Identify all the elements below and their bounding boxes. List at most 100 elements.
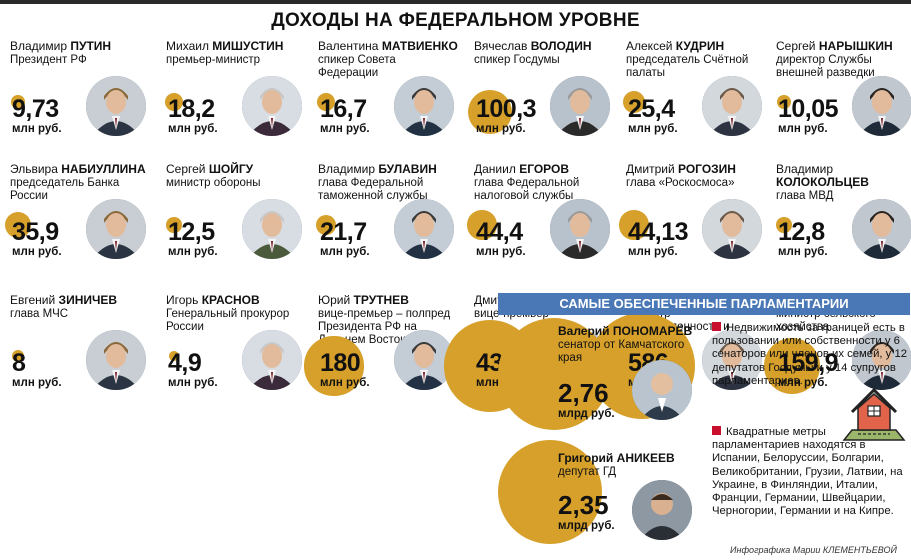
person-role: глава МЧС <box>10 308 69 320</box>
income-unit: млн руб. <box>320 123 370 135</box>
first-name: Сергей <box>166 162 206 176</box>
official-card: Сергей ШОЙГУ министр обороны 12,5 млн ру… <box>166 163 316 298</box>
income-bubble <box>622 90 646 114</box>
income-unit: млн руб. <box>476 123 526 135</box>
income-amount: 4,9 <box>168 349 202 377</box>
income-amount: 44,4 <box>476 218 523 246</box>
person-name: Сергей НАРЫШКИН <box>776 40 893 53</box>
last-name: КОЛОКОЛЬЦЕВ <box>776 175 869 189</box>
mp-role: депутат ГД <box>558 466 617 478</box>
income-amount: 18,2 <box>168 95 215 123</box>
person-name: Валентина МАТВИЕНКО <box>318 40 458 53</box>
person-name: Владимир БУЛАВИН <box>318 163 437 176</box>
income-amount: 35,9 <box>12 218 59 246</box>
first-name: Игорь <box>166 293 199 307</box>
avatar <box>550 199 610 259</box>
last-name: НАРЫШКИН <box>818 39 893 53</box>
last-name: ТРУТНЕВ <box>353 293 409 307</box>
avatar <box>394 199 454 259</box>
income-bubble <box>304 336 364 396</box>
last-name: КУДРИН <box>675 39 725 53</box>
mp-name: Григорий АНИКЕЕВ <box>558 451 675 465</box>
note-countries: Квадратные метры парламентариев находятс… <box>712 426 903 518</box>
official-card: Владимир БУЛАВИН глава Федеральной тамож… <box>315 163 468 298</box>
income-bubble <box>467 210 497 240</box>
person-name: Эльвира НАБИУЛЛИНА <box>10 163 146 176</box>
income-bubble <box>164 92 184 112</box>
first-name: Алексей <box>626 39 673 53</box>
official-card: Владимир КОЛОКОЛЬЦЕВ глава МВД 12,8 млн р… <box>776 163 911 298</box>
person-role: председатель Счётной палаты <box>626 54 749 79</box>
mp-role: сенатор от Камчатского края <box>558 339 685 364</box>
mp-income-bubble <box>498 318 610 430</box>
bullet-square-icon <box>712 322 721 331</box>
mp-name: Валерий ПОНОМАРЁВ <box>558 324 693 338</box>
person-role: глава «Роскосмоса» <box>626 177 735 189</box>
person-name: Юрий ТРУТНЕВ <box>318 294 409 307</box>
official-card: Юрий ТРУТНЕВ вице-премьер – полпред През… <box>304 294 468 429</box>
avatar <box>632 360 692 420</box>
income-unit: млн руб. <box>168 377 218 389</box>
income-amount: 25,4 <box>628 95 675 123</box>
avatar <box>852 76 911 136</box>
income-unit: млн руб. <box>778 377 828 389</box>
last-name: ПУТИН <box>70 39 112 53</box>
first-name: Владимир <box>318 162 376 176</box>
official-card: Евгений ЗИНИЧЕВ глава МЧС 8 млн руб. <box>10 294 160 429</box>
first-name: Вячеслав <box>474 39 528 53</box>
official-card: Валентина МАТВИЕНКО спикер Совета Федера… <box>317 40 468 175</box>
income-unit: млн руб. <box>320 377 370 389</box>
income-bubble <box>315 214 337 236</box>
parliament-banner: САМЫЕ ОБЕСПЕЧЕННЫЕ ПАРЛАМЕНТАРИИ <box>498 293 910 315</box>
income-unit: млн руб. <box>12 377 62 389</box>
avatar <box>242 76 302 136</box>
income-bubble <box>166 217 182 233</box>
income-bubble <box>777 95 791 109</box>
first-name: Юрий <box>318 293 351 307</box>
income-unit: млн руб. <box>778 123 828 135</box>
person-role: спикер Госдумы <box>474 54 560 66</box>
first-name: Валентина <box>318 39 379 53</box>
first-name: Эльвира <box>10 162 58 176</box>
mp-amount: 2,76 <box>558 378 609 408</box>
person-name: Дмитрий РОГОЗИН <box>626 163 736 176</box>
income-unit: млн руб. <box>168 123 218 135</box>
last-name: НАБИУЛЛИНА <box>61 162 146 176</box>
income-unit: млн руб. <box>320 246 370 258</box>
avatar <box>86 199 146 259</box>
mp-unit: млрд руб. <box>558 520 615 532</box>
income-amount: 21,7 <box>320 218 367 246</box>
income-unit: млн руб. <box>12 123 62 135</box>
person-name: Сергей ШОЙГУ <box>166 163 253 176</box>
person-name: Владимир КОЛОКОЛЬЦЕВ <box>776 163 869 189</box>
mp-amount: 2,35 <box>558 490 609 520</box>
income-amount: 100,3 <box>476 95 537 123</box>
mp-unit: млрд руб. <box>558 408 615 420</box>
last-name: ВОЛОДИН <box>530 39 592 53</box>
mp-income-bubble <box>498 440 602 544</box>
income-bubble <box>317 93 335 111</box>
official-card: Вячеслав ВОЛОДИН спикер Госдумы 100,3 мл… <box>467 39 624 175</box>
avatar <box>702 76 762 136</box>
avatar <box>86 76 146 136</box>
avatar <box>632 480 692 540</box>
income-bubble <box>776 217 792 233</box>
avatar <box>242 330 302 390</box>
official-card: Сергей НАРЫШКИН директор Службы внешней … <box>776 40 911 175</box>
last-name: РОГОЗИН <box>678 162 736 176</box>
avatar <box>852 199 911 259</box>
income-amount: 8 <box>12 349 26 377</box>
avatar <box>550 76 610 136</box>
person-name: Евгений ЗИНИЧЕВ <box>10 294 117 307</box>
income-amount: 12,8 <box>778 218 825 246</box>
avatar <box>702 199 762 259</box>
official-card: Эльвира НАБИУЛЛИНА председатель Банка Ро… <box>4 163 160 298</box>
income-unit: млн руб. <box>628 123 678 135</box>
person-role: премьер-министр <box>166 54 261 66</box>
house-icon <box>842 387 906 441</box>
top-rule <box>0 0 911 4</box>
avatar <box>852 330 911 390</box>
first-name: Сергей <box>776 39 816 53</box>
income-amount: 10,05 <box>778 95 839 123</box>
person-name: Алексей КУДРИН <box>626 40 724 53</box>
